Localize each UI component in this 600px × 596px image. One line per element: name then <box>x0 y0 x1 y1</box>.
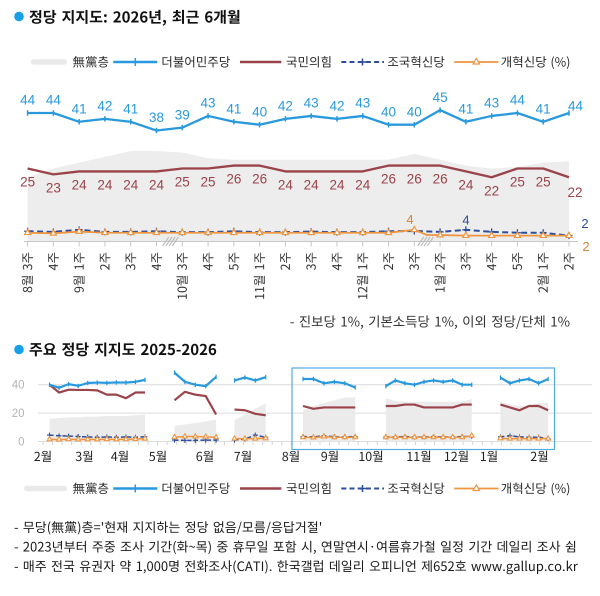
svg-text:0: 0 <box>18 437 24 449</box>
svg-text:43: 43 <box>484 96 499 111</box>
svg-text:24: 24 <box>304 177 320 192</box>
svg-text:40: 40 <box>12 380 25 392</box>
svg-text:43: 43 <box>304 96 319 111</box>
svg-text:42: 42 <box>97 99 112 114</box>
svg-text:24: 24 <box>329 177 345 192</box>
svg-text:26: 26 <box>226 172 241 187</box>
svg-text:24: 24 <box>149 177 165 192</box>
svg-text:25: 25 <box>536 175 551 190</box>
svg-text:25: 25 <box>201 175 216 190</box>
svg-text:26: 26 <box>252 172 267 187</box>
svg-text:2: 2 <box>582 239 589 254</box>
svg-text:26: 26 <box>407 172 422 187</box>
svg-text:44: 44 <box>510 93 526 108</box>
svg-text:40: 40 <box>381 104 396 119</box>
svg-text:43: 43 <box>355 96 370 111</box>
svg-text:26: 26 <box>433 172 448 187</box>
svg-text:22: 22 <box>567 185 582 200</box>
svg-text:24: 24 <box>123 177 139 192</box>
svg-text:38: 38 <box>149 110 164 125</box>
svg-text:41: 41 <box>536 101 551 116</box>
svg-text:25: 25 <box>510 175 525 190</box>
svg-text:39: 39 <box>175 107 190 122</box>
svg-text:41: 41 <box>123 101 138 116</box>
svg-text:23: 23 <box>46 180 61 195</box>
svg-text:20: 20 <box>12 408 25 420</box>
svg-text:22: 22 <box>484 183 499 198</box>
svg-text:24: 24 <box>72 177 88 192</box>
svg-text:25: 25 <box>175 175 190 190</box>
svg-text:24: 24 <box>278 177 294 192</box>
svg-text:45: 45 <box>433 90 448 105</box>
svg-text:24: 24 <box>97 177 113 192</box>
svg-text:24: 24 <box>355 177 371 192</box>
svg-text:4: 4 <box>406 212 413 227</box>
svg-text:44: 44 <box>20 93 36 108</box>
svg-text:42: 42 <box>278 99 293 114</box>
svg-text:26: 26 <box>381 172 396 187</box>
svg-text:40: 40 <box>252 104 267 119</box>
svg-text:40: 40 <box>407 104 422 119</box>
svg-text:43: 43 <box>201 96 216 111</box>
svg-text:41: 41 <box>458 101 473 116</box>
svg-text:44: 44 <box>568 99 584 114</box>
svg-text:42: 42 <box>329 99 344 114</box>
svg-text:41: 41 <box>226 101 241 116</box>
svg-text:24: 24 <box>458 177 474 192</box>
svg-text:44: 44 <box>46 93 62 108</box>
svg-text:4: 4 <box>462 213 469 228</box>
svg-text:41: 41 <box>72 101 87 116</box>
svg-text:2: 2 <box>581 216 588 231</box>
svg-text:25: 25 <box>20 175 35 190</box>
